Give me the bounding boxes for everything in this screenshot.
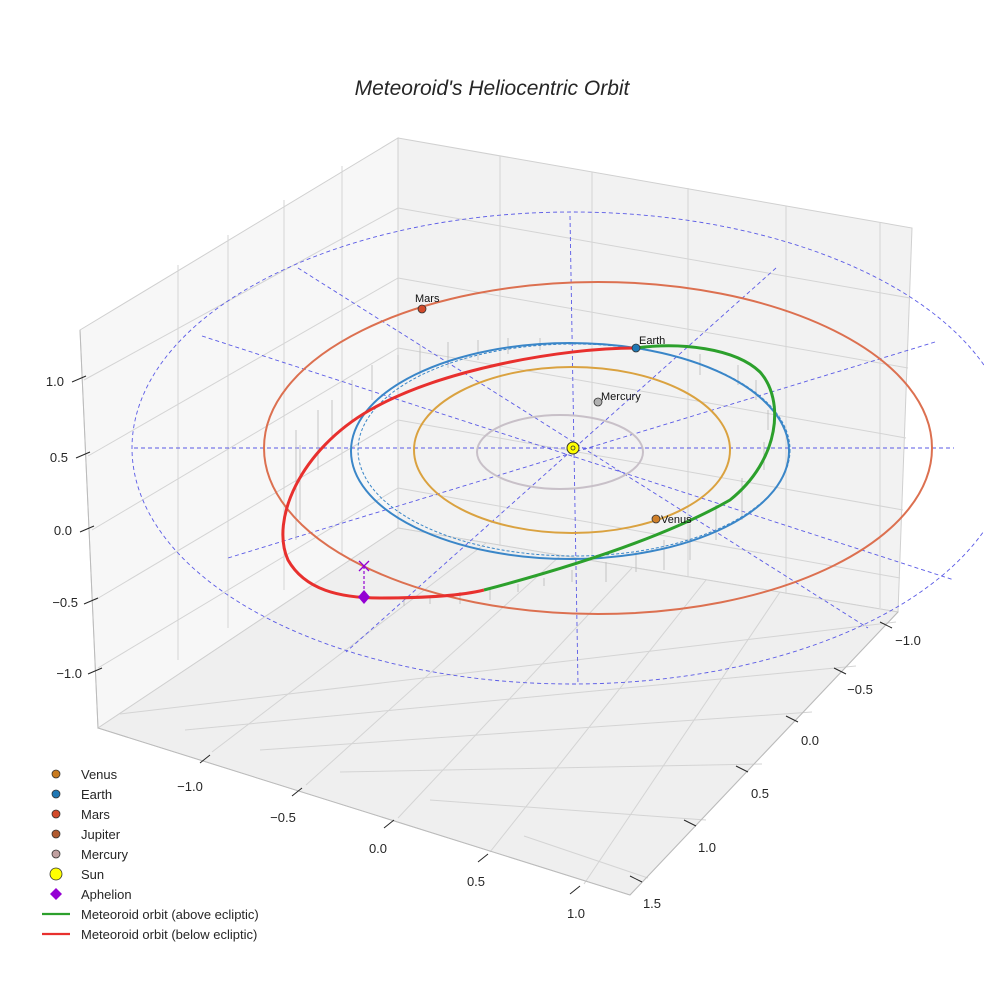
y-tick-label: 0.0 [801, 733, 819, 748]
legend-item: Aphelion [50, 887, 132, 902]
x-tick-label: 0.0 [369, 841, 387, 856]
legend-marker [50, 888, 62, 900]
legend-item: Mercury [51, 847, 128, 862]
aphelion-projection-x [358, 560, 370, 572]
y-tick-label: 0.5 [751, 786, 769, 801]
mercury-label: Mercury [601, 391, 641, 403]
z-tick-label: −0.5 [52, 595, 78, 610]
legend-label: Jupiter [81, 827, 121, 842]
ecliptic-spoke [227, 341, 936, 559]
earth-point [631, 343, 641, 353]
x-tick-label: −1.0 [177, 779, 203, 794]
x-tick-label: −0.5 [270, 810, 296, 825]
legend-item: Jupiter [51, 827, 121, 842]
legend-label: Aphelion [81, 887, 132, 902]
earth-label: Earth [639, 335, 665, 347]
legend-marker [49, 867, 63, 881]
legend-marker [51, 809, 61, 819]
y-tick-label: 1.5 [643, 896, 661, 911]
venus-point [651, 514, 661, 524]
legend-item: Meteoroid orbit (below ecliptic) [42, 927, 257, 942]
x-tick-label: 1.0 [567, 906, 585, 921]
legend-label: Venus [81, 767, 118, 782]
ecliptic-spoke [297, 267, 869, 629]
sun-marker [566, 441, 580, 455]
earth-orbit [350, 342, 790, 560]
legend-marker [51, 789, 61, 799]
planet-orbits [263, 281, 933, 615]
legend: Venus Earth Mars Jupiter Mercury Sun Aphelion M… [42, 767, 259, 942]
mars-orbit [263, 281, 933, 615]
y-tick-label: −1.0 [895, 633, 921, 648]
axes-box [79, 137, 913, 896]
legend-label: Mercury [81, 847, 128, 862]
ecliptic-spoke [201, 335, 955, 581]
legend-marker [51, 769, 61, 779]
legend-item: Mars [51, 807, 110, 822]
meteoroid-orbit-above [483, 344, 777, 592]
legend-item: Venus [51, 767, 118, 782]
mercury-point [593, 397, 603, 407]
legend-marker [51, 849, 61, 859]
y-tick-label: 1.0 [698, 840, 716, 855]
legend-item: Sun [49, 867, 104, 882]
mercury-orbit [476, 414, 644, 490]
legend-label: Sun [81, 867, 104, 882]
z-axis: 1.0 0.5 0.0 −0.5 −1.0 [46, 374, 103, 681]
x-axis: −1.0 −0.5 0.0 0.5 1.0 [177, 754, 585, 921]
venus-label: Venus [661, 514, 692, 526]
y-axis: −1.0 −0.5 0.0 0.5 1.0 1.5 [629, 621, 921, 911]
legend-label: Meteoroid orbit (below ecliptic) [81, 927, 257, 942]
venus-orbit [413, 366, 731, 534]
legend-label: Mars [81, 807, 110, 822]
z-tick-label: 0.5 [50, 450, 68, 465]
aphelion-marker [358, 560, 370, 604]
legend-label: Earth [81, 787, 112, 802]
aphelion-diamond [358, 590, 370, 604]
chart-title: Meteoroid's Heliocentric Orbit [355, 77, 631, 100]
legend-marker [51, 829, 61, 839]
mars-label: Mars [415, 293, 440, 305]
axis-edges [79, 329, 899, 896]
mars-point [417, 304, 427, 314]
y-tick-label: −0.5 [847, 682, 873, 697]
earth-orbit-2 [357, 343, 791, 557]
legend-item: Meteoroid orbit (above ecliptic) [42, 907, 259, 922]
meteoroid-orbit-below [281, 346, 637, 600]
meteoroid-orbit [281, 344, 777, 600]
z-tick-label: −1.0 [56, 666, 82, 681]
ecliptic-spoke [345, 267, 777, 653]
ecliptic-reference [131, 211, 984, 685]
z-tick-label: 0.0 [54, 523, 72, 538]
x-tick-label: 0.5 [467, 874, 485, 889]
legend-item: Earth [51, 787, 112, 802]
planets: Mercury Venus Earth Mars [415, 293, 692, 526]
ecliptic-circle [131, 211, 984, 685]
legend-label: Meteoroid orbit (above ecliptic) [81, 907, 259, 922]
z-tick-label: 1.0 [46, 374, 64, 389]
